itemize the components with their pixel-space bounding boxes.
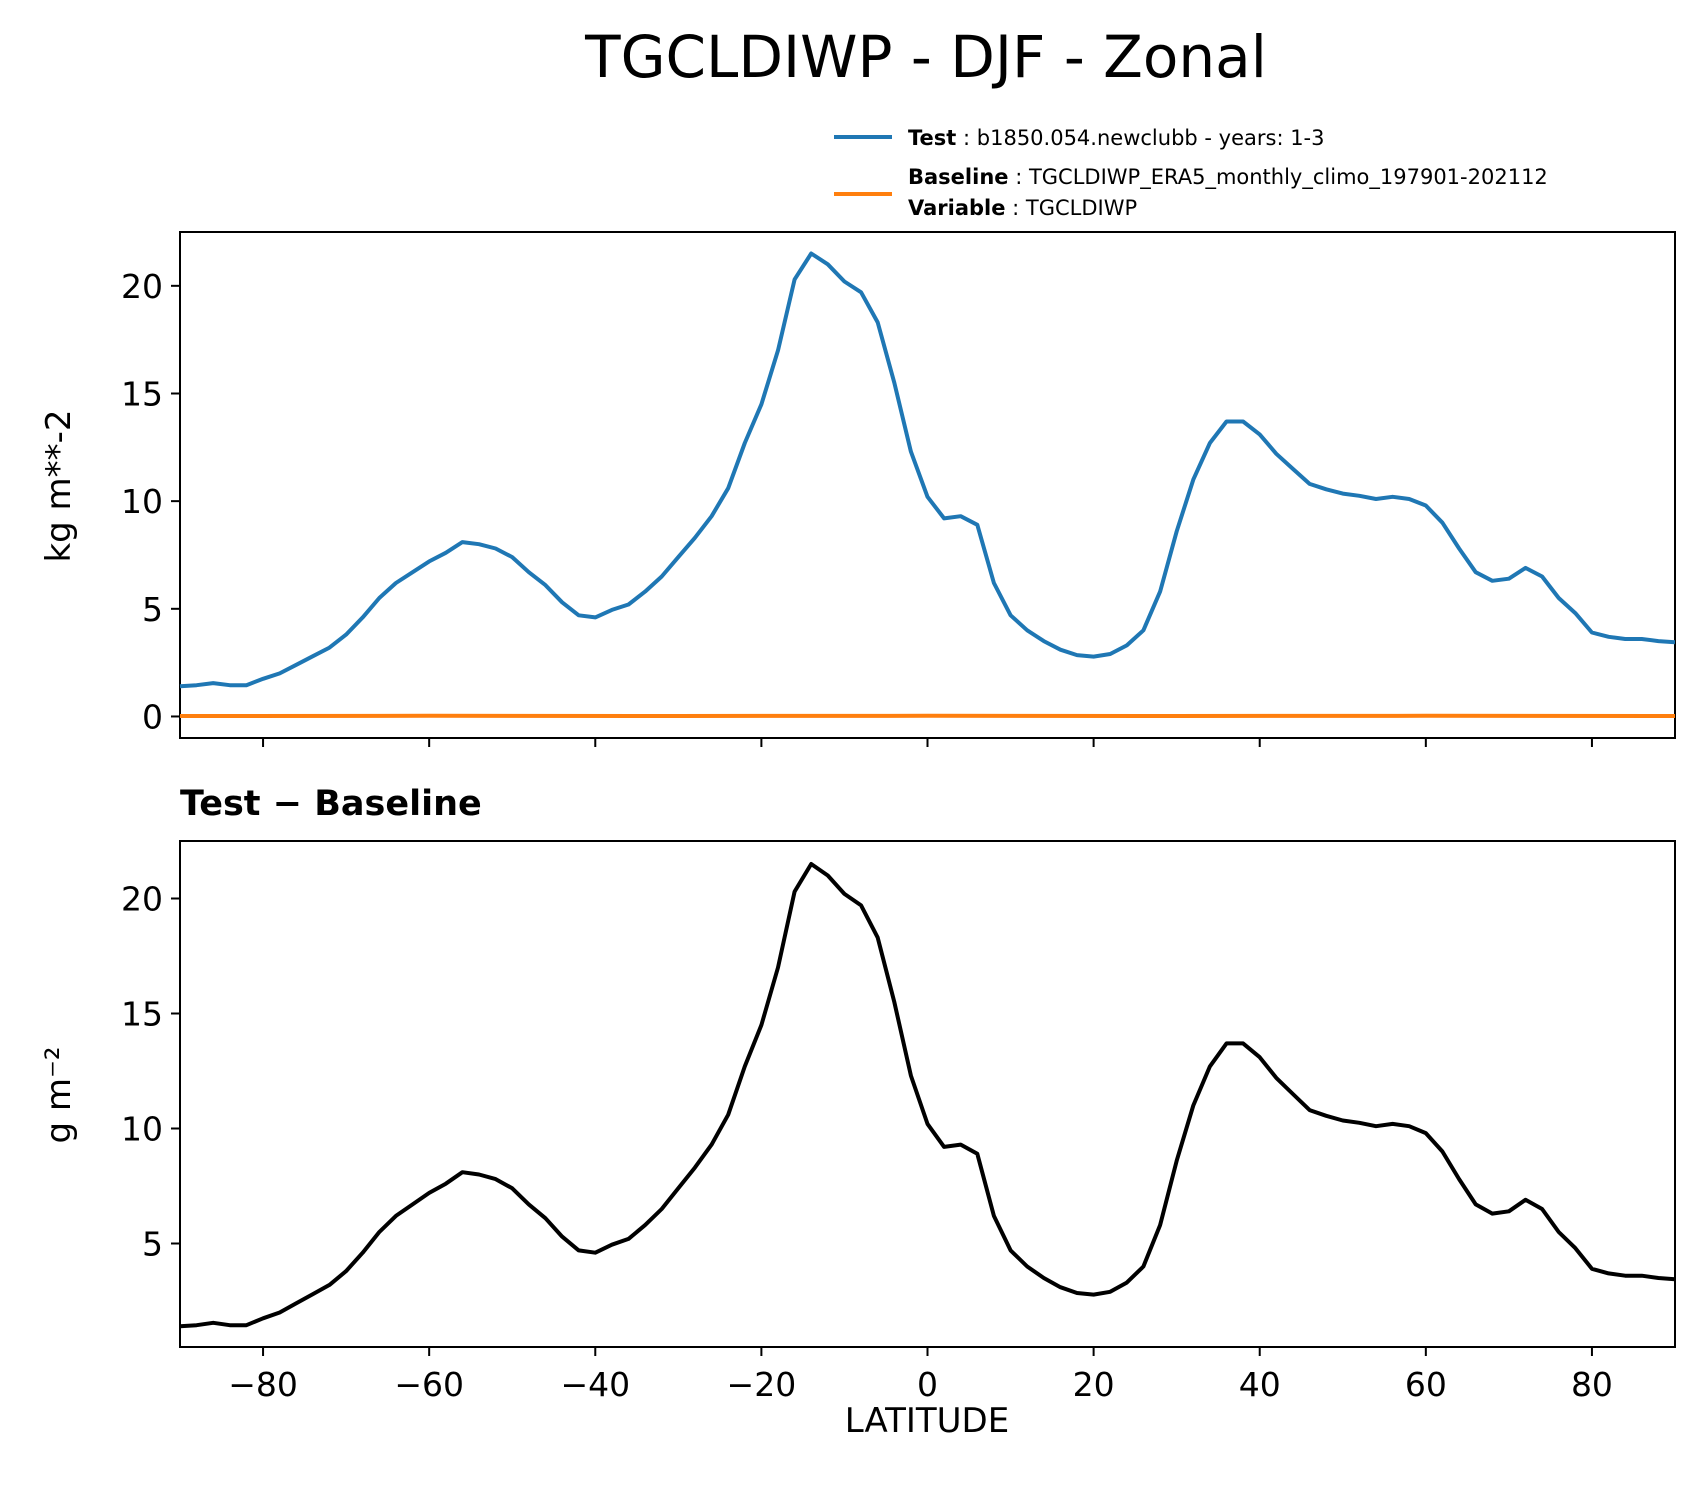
legend-test-text: b1850.054.newclubb - years: 1-3 — [977, 126, 1325, 150]
top-x-ticks — [262, 738, 1593, 747]
bottom-y-tick-label: 5 — [142, 1225, 163, 1264]
top-panel: 0 5 10 15 20 kg m**-2 — [39, 231, 1676, 747]
bottom-y-tick-label: 15 — [121, 995, 163, 1034]
legend-variable-sep: : — [1005, 196, 1025, 220]
top-y-ticks: 0 5 10 15 20 — [121, 267, 180, 736]
top-series-test — [179, 251, 1676, 689]
bottom-series-test-baseline — [179, 862, 1676, 1329]
top-y-tick-label: 20 — [121, 267, 163, 306]
legend-baseline-text: TGCLDIWP_ERA5_monthly_climo_197901-20211… — [1028, 165, 1548, 190]
top-y-tick-label: 5 — [142, 590, 163, 629]
bottom-x-tick-label: 40 — [1239, 1365, 1281, 1404]
bottom-x-tick-label: 20 — [1073, 1365, 1115, 1404]
bottom-y-ticks: 5 10 15 20 — [121, 880, 180, 1264]
top-y-tick-label: 0 — [142, 697, 163, 736]
top-y-axis-label: kg m**-2 — [39, 409, 79, 562]
top-series-lines — [179, 251, 1676, 718]
bottom-y-axis-label: g m⁻² — [39, 1046, 79, 1143]
legend-test-name: Test — [908, 126, 956, 150]
legend-entry-baseline: Baseline : TGCLDIWP_ERA5_monthly_climo_1… — [908, 165, 1548, 190]
bottom-x-tick-label: 80 — [1571, 1365, 1613, 1404]
bottom-x-tick-label: 0 — [917, 1365, 938, 1404]
figure-title: TGCLDIWP - DJF - Zonal — [584, 23, 1267, 91]
bottom-panel: 5 10 15 20 −80 −60 −40 −20 0 20 40 60 80 g m⁻² LATI… — [39, 840, 1676, 1441]
legend: Test : b1850.054.newclubb - years: 1-3 B… — [834, 126, 1548, 220]
bottom-x-ticks: −80 −60 −40 −20 0 20 40 60 80 — [228, 1347, 1613, 1404]
bottom-x-tick-label: 60 — [1405, 1365, 1447, 1404]
bottom-y-tick-label: 10 — [121, 1110, 163, 1149]
legend-entry-variable: Variable : TGCLDIWP — [908, 196, 1137, 220]
bottom-x-tick-label: −40 — [560, 1365, 630, 1404]
bottom-series-lines — [179, 862, 1676, 1329]
bottom-x-tick-label: −20 — [727, 1365, 797, 1404]
legend-baseline-name: Baseline — [908, 165, 1009, 189]
bottom-panel-title: Test − Baseline — [180, 784, 482, 824]
top-y-tick-label: 15 — [121, 374, 163, 413]
legend-test-sep: : — [956, 126, 976, 150]
bottom-y-tick-label: 20 — [121, 880, 163, 919]
legend-baseline-sep: : — [1009, 165, 1029, 189]
legend-entry-test: Test : b1850.054.newclubb - years: 1-3 — [908, 126, 1325, 150]
x-axis-label: LATITUDE — [845, 1401, 1009, 1441]
bottom-x-tick-label: −80 — [228, 1365, 298, 1404]
legend-variable-text: TGCLDIWP — [1025, 196, 1137, 220]
bottom-x-tick-label: −60 — [394, 1365, 464, 1404]
top-y-tick-label: 10 — [121, 482, 163, 521]
legend-variable-name: Variable — [908, 196, 1005, 220]
